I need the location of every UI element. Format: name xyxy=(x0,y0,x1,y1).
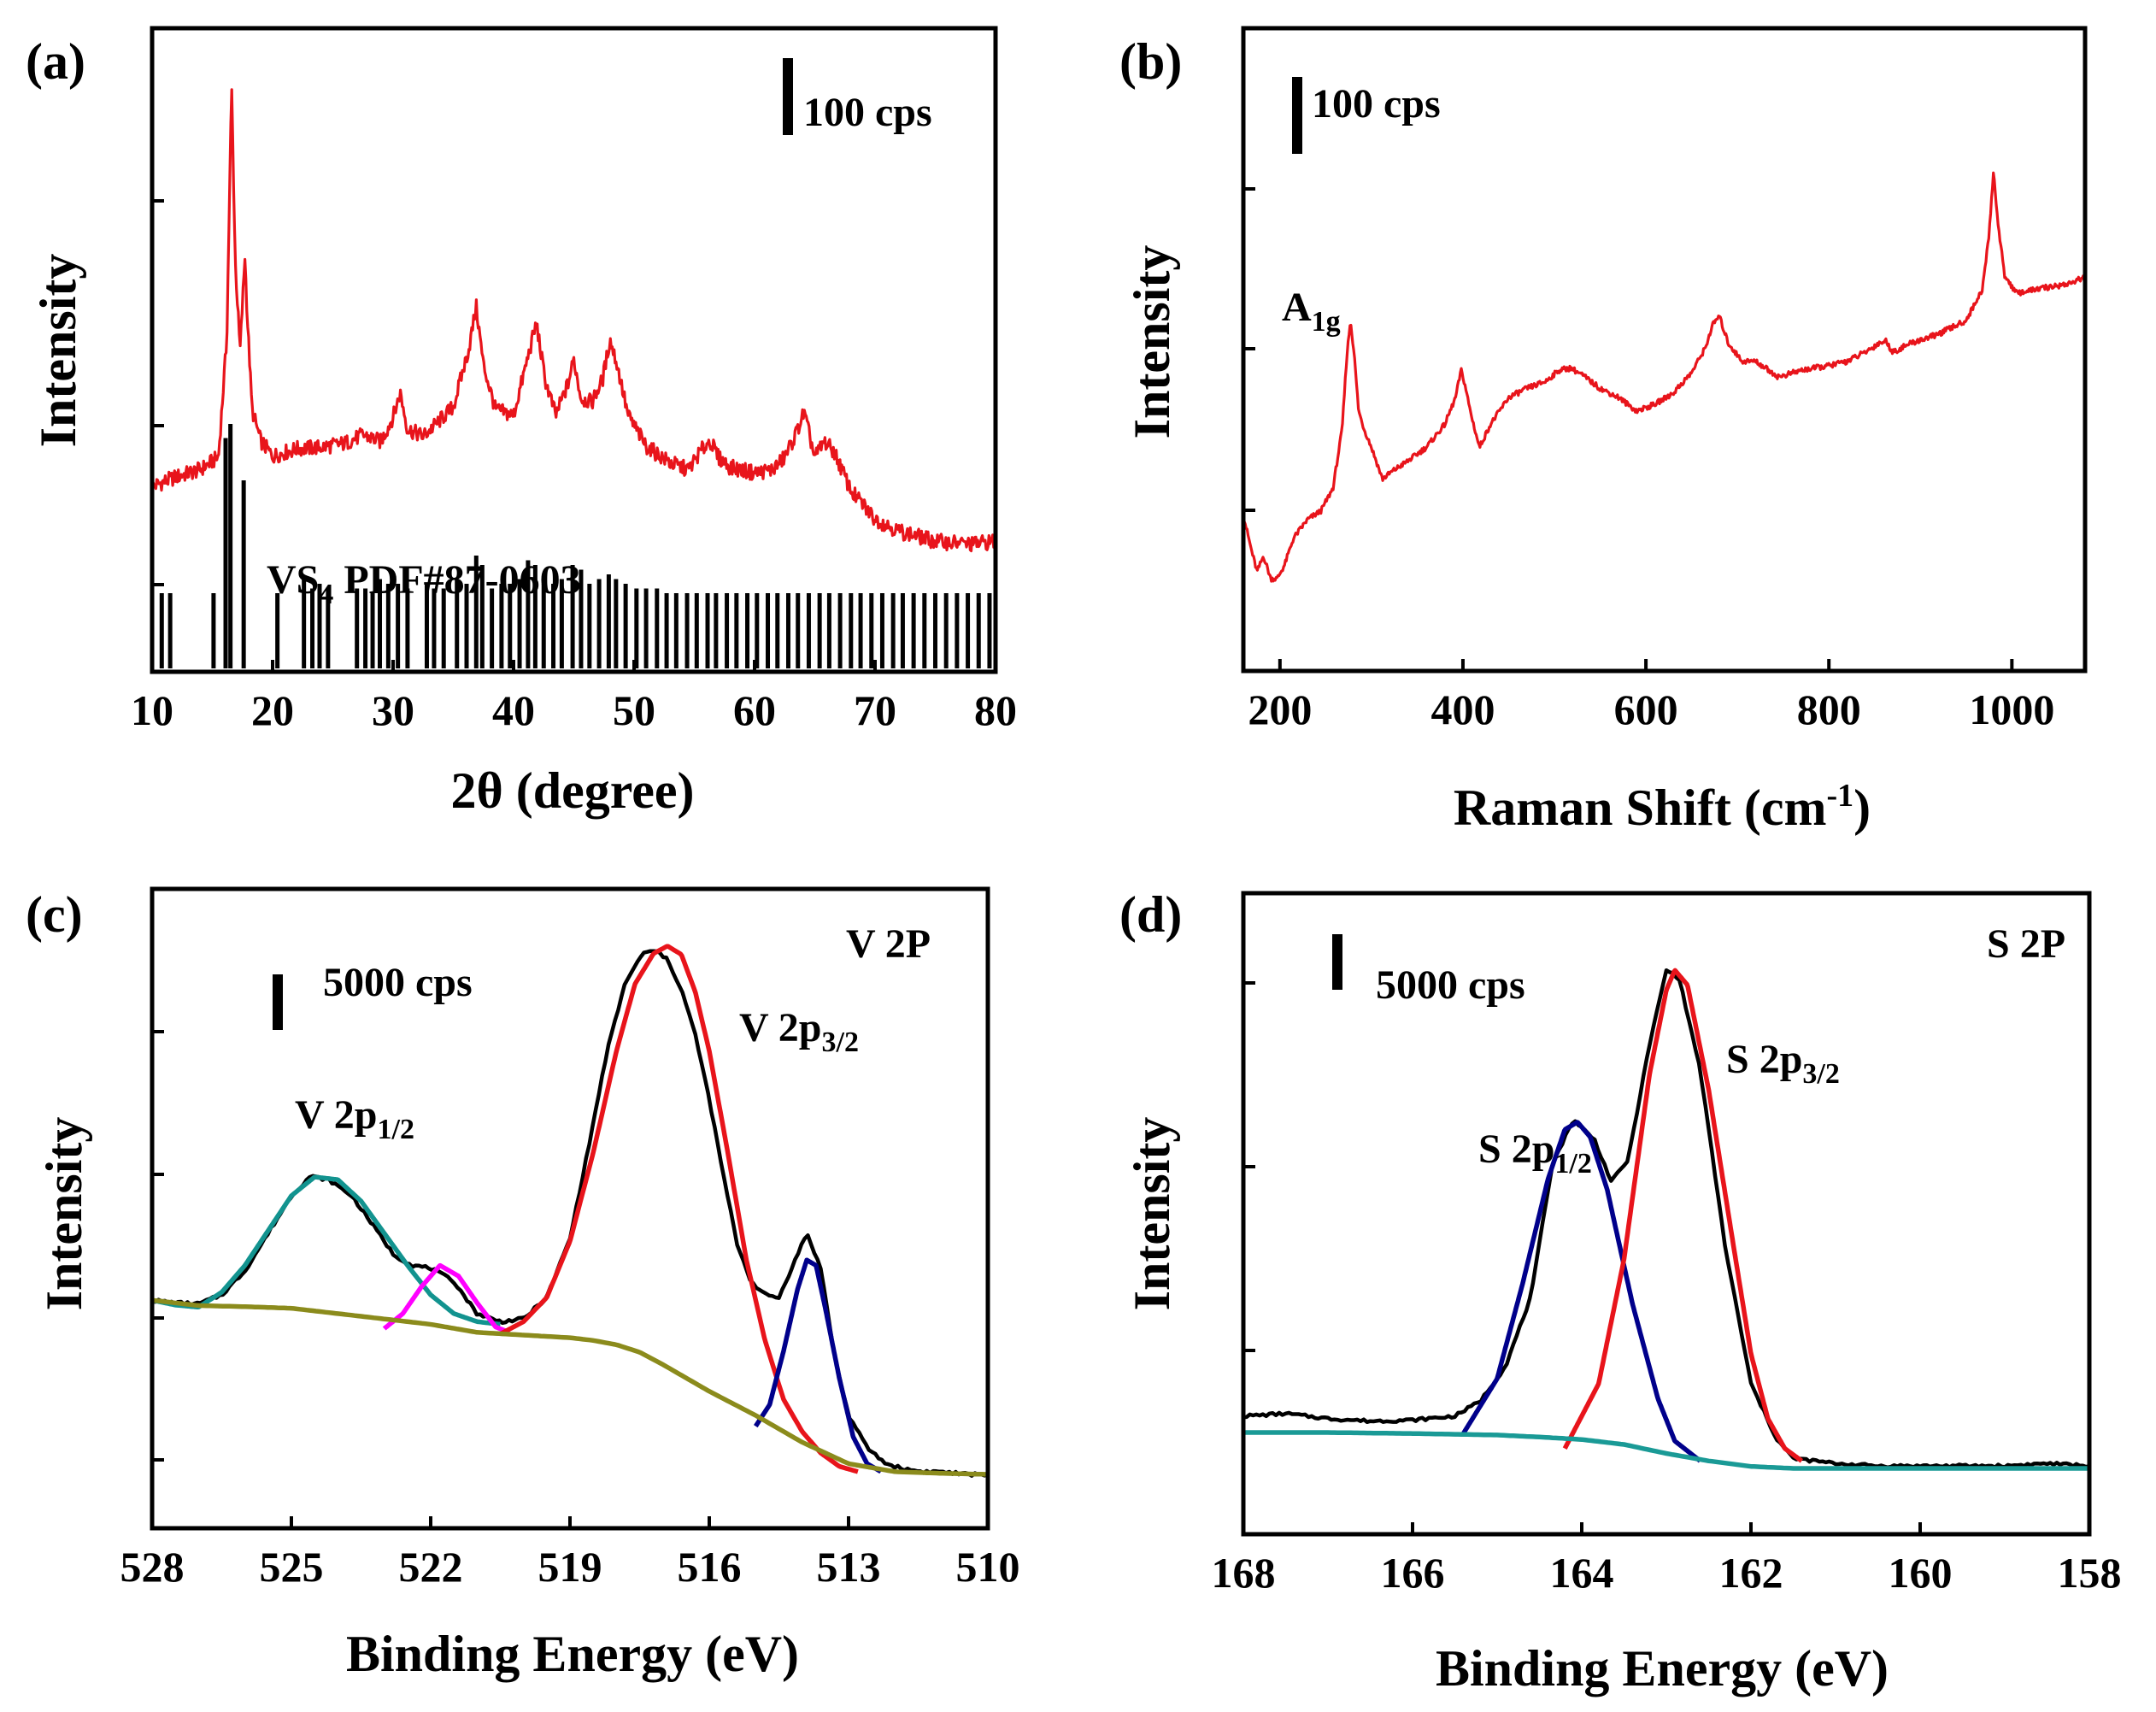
x-tick-label: 158 xyxy=(2058,1549,2122,1597)
x-tick-label: 20 xyxy=(251,686,294,734)
panel-b-scale-bar-label: 100 cps xyxy=(1312,81,1441,126)
panel-a-label: (a) xyxy=(26,33,85,90)
panel-c-label: (c) xyxy=(26,886,83,943)
x-tick-label: 70 xyxy=(854,686,896,734)
panel-b-label: (b) xyxy=(1119,33,1182,90)
panel-d-label: (d) xyxy=(1119,886,1182,943)
x-tick-label: 166 xyxy=(1381,1549,1445,1597)
series-background xyxy=(151,1297,989,1477)
series-background xyxy=(1243,1430,2089,1471)
series-s-2p3-2-fit xyxy=(1562,968,1804,1463)
panel-d-x-axis: 168 166 164 162 160 158 xyxy=(1212,1522,2122,1597)
panel-d-region-label: S 2P xyxy=(1987,921,2065,967)
panel-a-y-axis xyxy=(152,199,164,586)
panel-a-y-axis-label: Intensity xyxy=(30,254,86,448)
panel-c: (c) 528 525 522 519 516 513 510 Binding Energy… xyxy=(26,886,1020,1682)
x-tick-label: 200 xyxy=(1248,685,1312,733)
x-tick-label: 522 xyxy=(399,1543,463,1591)
panel-c-peak-label-1: V 2p1/2 xyxy=(295,1092,414,1145)
panel-d: (d) 168 166 164 162 160 158 Binding Energy (e… xyxy=(1119,886,2122,1697)
panel-c-region-label: V 2P xyxy=(846,921,931,967)
x-tick-label: 516 xyxy=(678,1543,742,1591)
panel-b-x-axis-label: Raman Shift (cm-1) xyxy=(1454,778,1871,836)
panel-d-frame xyxy=(1241,891,2092,1537)
x-tick-label: 80 xyxy=(974,686,1017,734)
panel-d-scale-bar: 5000 cps xyxy=(1332,934,1525,1008)
panel-b-y-axis-label: Intensity xyxy=(1124,245,1180,439)
panel-b-plot-area xyxy=(1242,171,2087,583)
x-tick-label: 164 xyxy=(1550,1549,1614,1597)
x-tick-label: 800 xyxy=(1797,685,1861,733)
panel-b: (b) 200 400 600 800 1000 Raman Shift (cm-1) … xyxy=(1119,26,2088,836)
x-tick-label: 400 xyxy=(1430,685,1495,733)
series-v-2p-fit xyxy=(754,1257,884,1474)
panel-b-scale-bar: 100 cps xyxy=(1292,77,1441,154)
panel-a-x-axis-label: 2θ (degree) xyxy=(450,762,694,819)
x-tick-label: 162 xyxy=(1719,1549,1783,1597)
x-tick-label: 528 xyxy=(120,1543,185,1591)
panel-c-plot-area xyxy=(150,944,989,1478)
panel-a: (a) 10 20 30 40 50 60 70 80 2θ (degree) Intensi… xyxy=(26,26,1017,819)
x-tick-label: 50 xyxy=(613,686,655,734)
series-raman xyxy=(1242,171,2087,583)
panel-c-peak-label-2: V 2p3/2 xyxy=(739,1005,859,1058)
series-measured xyxy=(1242,968,2090,1470)
panel-c-scale-bar: 5000 cps xyxy=(273,960,473,1030)
panel-a-plot-area xyxy=(150,88,997,668)
series-v-2p3-2-fit xyxy=(499,944,860,1474)
panel-c-y-axis xyxy=(152,1030,164,1462)
panel-a-scale-bar-label: 100 cps xyxy=(803,90,932,135)
x-tick-label: 30 xyxy=(372,686,414,734)
panel-b-x-axis: 200 400 600 800 1000 xyxy=(1248,659,2054,733)
series-s-2p1-2-fit xyxy=(1461,1120,1702,1463)
panel-a-scale-bar: 100 cps xyxy=(783,58,932,135)
x-tick-label: 600 xyxy=(1614,685,1678,733)
x-tick-label: 510 xyxy=(956,1543,1020,1591)
x-tick-label: 40 xyxy=(492,686,535,734)
series-xrd xyxy=(150,88,997,553)
panel-d-peak-label-2: S 2p3/2 xyxy=(1726,1037,1840,1090)
x-tick-label: 513 xyxy=(817,1543,881,1591)
x-tick-label: 1000 xyxy=(1969,685,2054,733)
x-tick-label: 168 xyxy=(1212,1549,1276,1597)
x-tick-label: 160 xyxy=(1889,1549,1953,1597)
panel-b-peak-label-a1g: A1g xyxy=(1282,285,1341,338)
x-tick-label: 525 xyxy=(260,1543,324,1591)
x-tick-label: 10 xyxy=(131,686,173,734)
x-tick-label: 519 xyxy=(538,1543,602,1591)
panel-d-y-axis xyxy=(1243,981,1255,1352)
panel-c-y-axis-label: Intensity xyxy=(36,1117,92,1311)
panel-d-scale-bar-label: 5000 cps xyxy=(1376,962,1525,1008)
panel-d-peak-label-1: S 2p1/2 xyxy=(1478,1127,1592,1180)
panel-a-reference-label: VS4 PDF#87-0603 xyxy=(267,557,581,610)
panel-c-x-axis: 528 525 522 519 516 513 510 xyxy=(120,1516,1020,1591)
panel-a-x-axis: 10 20 30 40 50 60 70 80 xyxy=(131,660,1017,734)
panel-c-scale-bar-label: 5000 cps xyxy=(323,960,473,1005)
panel-d-x-axis-label: Binding Energy (eV) xyxy=(1436,1640,1889,1697)
panel-a-frame xyxy=(150,26,998,674)
panel-c-x-axis-label: Binding Energy (eV) xyxy=(346,1626,799,1682)
panel-d-y-axis-label: Intensity xyxy=(1124,1117,1180,1311)
series-satellite-fit xyxy=(382,1262,512,1335)
x-tick-label: 60 xyxy=(733,686,776,734)
panel-d-plot-area xyxy=(1242,968,2090,1471)
panel-b-y-axis xyxy=(1243,187,1255,512)
series-v-2p1-2-fit xyxy=(150,1174,502,1327)
